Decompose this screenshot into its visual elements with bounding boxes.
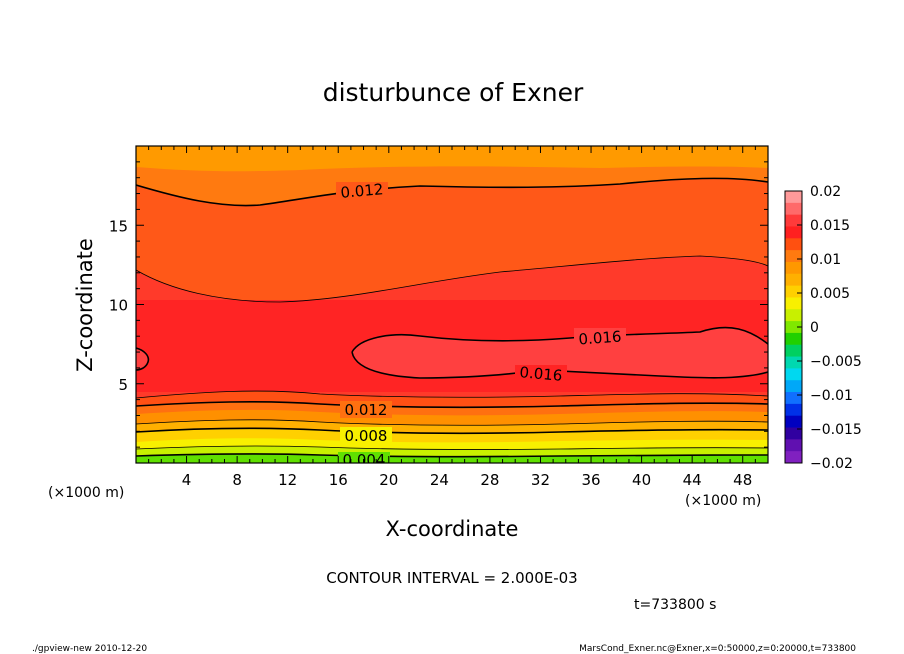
- footer-right: MarsCond_Exner.nc@Exner,x=0:50000,z=0:20…: [579, 644, 856, 654]
- contour-line-0.008: [136, 427, 768, 435]
- y-tick-label: 5: [118, 376, 128, 394]
- colorbar-cell: [785, 403, 802, 417]
- colorbar-cell: [785, 392, 802, 405]
- colorbar-tick-label: 0.015: [810, 218, 850, 234]
- contour-line-0.012-upper: [136, 177, 768, 207]
- contour-label: 0.012: [340, 180, 384, 202]
- contour-line-0.014-lower: [136, 390, 768, 399]
- colorbar-tick-label: 0.01: [810, 252, 841, 268]
- colorbar-cell: [785, 344, 802, 358]
- colorbar-cell: [785, 238, 802, 251]
- contour-line-0.014: [136, 255, 768, 303]
- colorbar: 0.02 0.015 0.01 0.005 0 −0.005 −0.01 −0.015 −0.0…: [784, 184, 862, 472]
- colorbar-cell: [785, 439, 802, 452]
- colorbar-cell: [785, 250, 802, 263]
- colorbar-tick-label: 0.005: [810, 286, 850, 302]
- contour-label: 0.004: [343, 451, 386, 469]
- colorbar-cell: [785, 332, 802, 346]
- colorbar-tick-label: −0.01: [810, 388, 853, 404]
- colorbar-cell: [785, 261, 802, 275]
- colorbar-cell: [785, 226, 802, 239]
- x-tick-label: 20: [379, 471, 398, 489]
- contour-plot: 0.012 0.016 0.016 0.012 0.008 0.004: [136, 146, 768, 469]
- colorbar-cell: [785, 321, 802, 334]
- contour-label-group: 0.012 0.016 0.016 0.012 0.008 0.004: [336, 180, 626, 469]
- colorbar-cell: [785, 368, 802, 381]
- contour-label: 0.012: [345, 401, 388, 419]
- x-tick-label: 40: [632, 471, 651, 489]
- contour-label: 0.008: [345, 427, 388, 445]
- colorbar-cell: [785, 191, 802, 204]
- colorbar-ticks: 0.02 0.015 0.01 0.005 0 −0.005 −0.01 −0.015 −0.0…: [797, 184, 862, 472]
- x-tick-label: 32: [531, 471, 550, 489]
- colorbar-cell: [785, 202, 802, 216]
- x-tick-label: 4: [182, 471, 192, 489]
- contour-line-0.004: [136, 453, 768, 458]
- colorbar-tick-label: 0.02: [810, 184, 841, 200]
- x-unit-left: (×1000 m): [48, 485, 124, 501]
- contour-lines: [136, 177, 768, 458]
- colorbar-tick-label: 0: [810, 320, 819, 336]
- colorbar-cell: [785, 309, 802, 322]
- y-axis-ticks: 5 10 15: [109, 161, 768, 448]
- colorbar-cell: [785, 285, 802, 298]
- colorbar-cell: [785, 273, 802, 287]
- x-axis-ticks: 4 8 12 16 20 24 28 32 36 40 44 48: [148, 146, 756, 489]
- colorbar-tick-label: −0.015: [810, 422, 862, 438]
- time-label: t=733800 s: [634, 597, 716, 613]
- x-tick-label: 24: [430, 471, 449, 489]
- colorbar-cell: [785, 356, 802, 369]
- contour-line-0.006: [136, 445, 768, 450]
- colorbar-cell: [785, 297, 802, 310]
- x-tick-label: 8: [232, 471, 242, 489]
- contour-label: 0.016: [578, 328, 622, 349]
- x-tick-label: 48: [733, 471, 752, 489]
- colorbar-tick-label: −0.005: [810, 354, 862, 370]
- colorbar-cell: [785, 415, 802, 429]
- y-tick-label: 10: [109, 297, 128, 315]
- x-unit-right: (×1000 m): [685, 493, 761, 509]
- band-high-core: [352, 327, 768, 378]
- colorbar-cell: [785, 214, 802, 227]
- contour-interval: CONTOUR INTERVAL = 2.000E-03: [326, 569, 577, 587]
- colorbar-cell: [785, 451, 802, 464]
- y-tick-label: 15: [109, 217, 128, 235]
- x-tick-label: 16: [329, 471, 348, 489]
- x-tick-label: 44: [683, 471, 702, 489]
- x-tick-label: 36: [581, 471, 600, 489]
- contour-line-0.012-lower: [136, 401, 768, 409]
- x-axis-label: X-coordinate: [386, 517, 519, 541]
- y-axis-label: Z-coordinate: [73, 238, 97, 372]
- footer-left: ./gpview-new 2010-12-20: [32, 644, 147, 654]
- colorbar-cells: [785, 191, 802, 464]
- chart-title: disturbunce of Exner: [323, 78, 584, 107]
- contour-label: 0.016: [519, 363, 563, 385]
- contour-line-0.016-left: [136, 347, 150, 371]
- x-tick-label: 12: [278, 471, 297, 489]
- colorbar-cell: [785, 427, 802, 440]
- colorbar-cell: [785, 380, 802, 393]
- contour-line-0.010: [136, 419, 768, 426]
- x-tick-label: 28: [480, 471, 499, 489]
- colorbar-tick-label: −0.02: [810, 456, 853, 472]
